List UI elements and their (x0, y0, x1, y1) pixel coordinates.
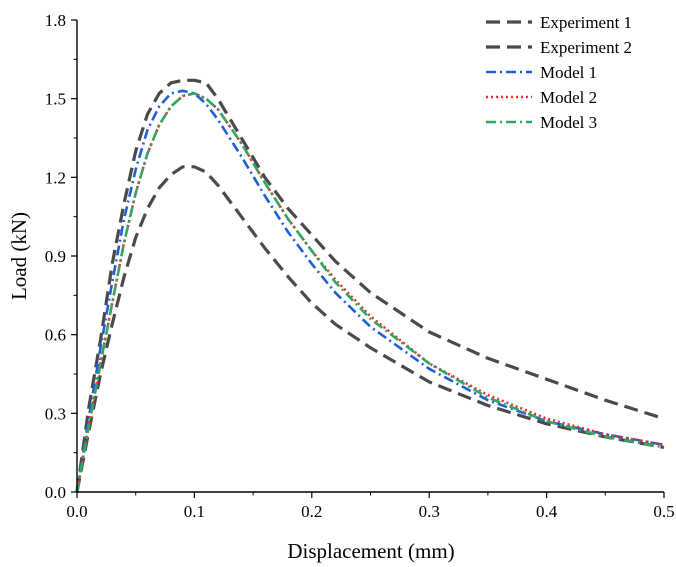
y-tick-label: 0.3 (45, 404, 66, 423)
legend-item: Model 1 (486, 63, 597, 82)
legend-label: Model 1 (540, 63, 597, 82)
y-axis-title: Load (kN) (7, 212, 31, 300)
legend-item: Model 2 (486, 88, 597, 107)
y-tick-label: 1.2 (45, 168, 66, 187)
legend-label: Experiment 1 (540, 13, 632, 32)
legend-item: Experiment 2 (486, 38, 632, 57)
x-tick-label: 0.5 (653, 502, 674, 521)
axes-layer: 0.0 0.1 0.2 0.3 0.4 0.5 0.0 0.3 0.6 0.9 1.2 1.5 1.8 (45, 11, 675, 521)
x-axis-title: Displacement (mm) (287, 539, 454, 563)
y-tick-label: 1.5 (45, 90, 66, 109)
x-tick-label: 0.1 (184, 502, 205, 521)
legend-item: Model 3 (486, 113, 597, 132)
series-line-5 (75, 92, 665, 493)
y-tick-label: 0.6 (45, 326, 66, 345)
x-tick-label: 0.3 (419, 502, 440, 521)
x-tick-label: 0.2 (301, 502, 322, 521)
y-tick-label: 0.9 (45, 247, 66, 266)
series-line-3 (75, 89, 665, 493)
x-tick-label: 0.4 (536, 502, 558, 521)
series-line-4 (75, 92, 665, 493)
series-line-2 (75, 165, 665, 493)
y-tick-label: 1.8 (45, 11, 66, 30)
legend-label: Experiment 2 (540, 38, 632, 57)
plot-area: 0.0 0.1 0.2 0.3 0.4 0.5 0.0 0.3 0.6 0.9 1.2 1.5 1.8 (45, 11, 675, 521)
legend-label: Model 2 (540, 88, 597, 107)
legend-item: Experiment 1 (486, 13, 632, 32)
y-tick-label: 0.0 (45, 483, 66, 502)
series-line-1 (75, 78, 665, 493)
series-layer (75, 78, 665, 493)
legend-label: Model 3 (540, 113, 597, 132)
legend: Experiment 1 Experiment 2 Model 1 Model 2 Mo… (486, 13, 632, 132)
x-tick-label: 0.0 (66, 502, 87, 521)
